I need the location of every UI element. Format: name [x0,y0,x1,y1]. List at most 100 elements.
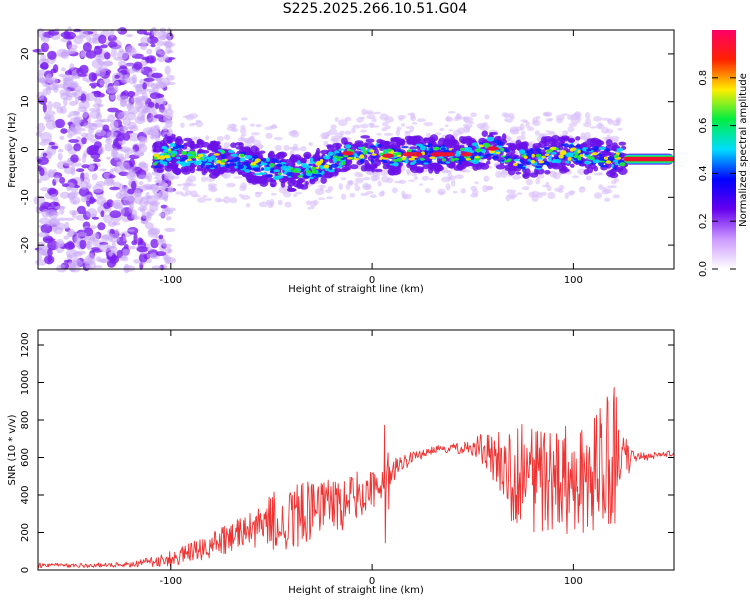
ridge-peak-mark [538,160,545,164]
noise-mark [91,216,100,220]
noise-mark [104,177,114,187]
noise-mark [106,85,118,94]
noise-mark [167,248,173,253]
ridge-core-mark [591,147,598,150]
noise-mark [87,149,95,156]
ridge-mark [540,136,547,144]
ridge-core-mark [560,143,565,147]
halo-mark [457,127,466,135]
halo-mark [165,113,174,119]
halo-mark [366,114,376,120]
noise-mark [106,156,111,160]
noise-mark [98,258,110,264]
halo-mark [283,144,290,151]
halo-mark [411,122,418,125]
ridge-peak-mark [297,175,303,178]
noise-mark [90,29,98,37]
noise-mark [54,118,66,129]
ridge-peak-mark [454,157,459,161]
halo-mark [241,133,247,136]
noise-mark [133,259,140,264]
noise-mark [106,131,119,139]
noise-mark [72,257,81,263]
ridge-peak-mark [513,162,518,167]
noise-mark [59,264,66,269]
ridge-mark [189,140,195,146]
halo-mark [398,117,404,121]
ridge-peak-mark [495,151,501,154]
noise-mark [99,79,106,86]
noise-mark [80,52,85,58]
ridge-core-mark [330,163,339,168]
halo-mark [604,197,611,202]
halo-mark [504,118,509,122]
halo-mark [330,135,337,142]
noise-mark [47,247,53,258]
halo-mark [585,112,591,120]
noise-mark [48,115,55,122]
ridge-peak-mark [500,147,505,152]
ridge-core-mark [565,152,573,158]
halo-mark [340,177,347,181]
halo-mark [495,170,503,178]
halo-mark [238,194,244,197]
noise-mark [119,65,128,69]
ridge-mark [390,137,397,142]
noise-mark [53,211,60,216]
noise-mark [62,160,74,167]
ridge-mark [575,136,581,141]
ridge-core-mark [607,156,613,162]
ridge-mark [458,136,466,143]
halo-mark [374,111,382,115]
ridge-peak-mark [187,155,192,160]
ridge-core-mark [236,164,244,170]
ridge-mark [409,146,418,150]
ridge-peak-mark [558,154,564,159]
ridge-mark [495,164,506,170]
ridge-core-mark [273,169,281,173]
halo-mark [416,118,426,123]
noise-mark [120,99,127,108]
noise-mark [142,107,148,114]
noise-mark [78,100,90,110]
snr-y-tick-label: 200 [20,523,31,542]
halo-mark [564,192,569,200]
noise-mark [122,248,130,257]
ridge-core-mark [230,158,237,163]
halo-mark [274,144,282,152]
noise-mark [165,173,175,179]
halo-mark [406,168,410,174]
halo-mark [252,139,262,146]
noise-mark [37,231,50,238]
ridge-mark [259,175,269,181]
noise-mark [86,208,98,218]
noise-mark [150,43,156,48]
ridge-peak-mark [216,160,222,164]
ridge-core-mark [543,146,550,150]
ridge-mark [364,164,372,169]
halo-mark [196,197,207,203]
halo-mark [413,175,418,181]
noise-mark [68,101,78,106]
halo-mark [452,190,458,194]
halo-mark [189,113,198,119]
spectrogram-x-tick-label: 0 [369,275,375,286]
ridge-peak-mark [567,156,572,161]
ridge-peak-mark [371,153,377,156]
noise-mark [64,70,72,76]
halo-mark [167,186,174,194]
ridge-mark [544,170,551,175]
halo-mark [181,182,192,187]
ridge-mark [152,142,158,148]
noise-mark [113,56,124,61]
ridge-peak-mark [157,156,161,160]
halo-mark [408,179,416,182]
ridge-mark [287,188,296,192]
noise-mark [85,79,92,83]
noise-mark [162,264,168,269]
spectrogram-x-tick-label: -100 [159,275,182,286]
ridge-mark [429,134,439,142]
halo-mark [270,192,277,196]
ridge-peak-mark [523,155,528,159]
